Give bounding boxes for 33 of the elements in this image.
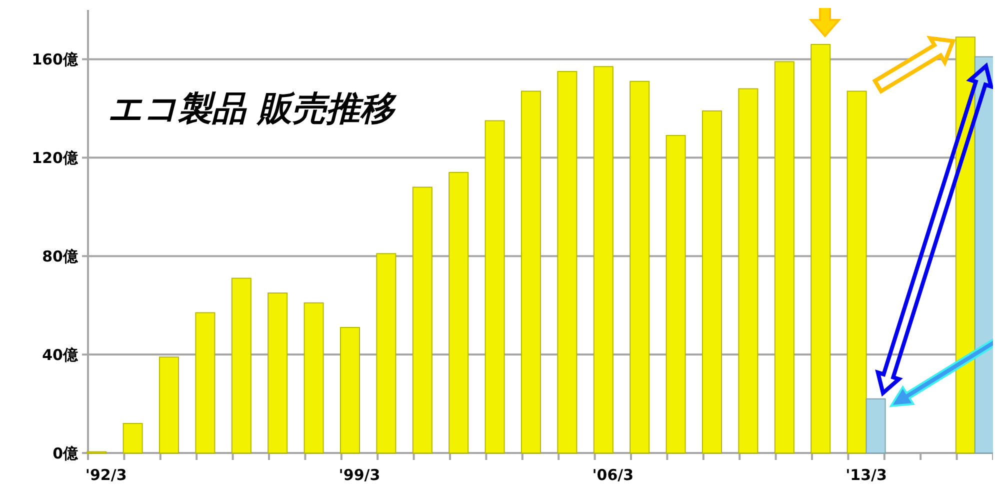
bar: [702, 110, 722, 454]
bar: [376, 253, 396, 454]
y-tick-label: 0億: [52, 444, 79, 462]
bar: [304, 302, 324, 454]
bar: [159, 356, 179, 454]
x-tick-label: '92/3: [85, 466, 127, 484]
bar: [738, 88, 758, 454]
bar: [484, 120, 505, 454]
y-tick-label: 160億: [32, 50, 79, 68]
bar: [195, 312, 216, 454]
x-tick-label: '99/3: [338, 466, 380, 484]
bar: [593, 66, 614, 454]
bar: [810, 44, 831, 454]
bar: [412, 186, 432, 454]
y-tick-label: 80億: [42, 247, 79, 266]
bar: [846, 90, 867, 454]
bar: [268, 292, 288, 454]
x-tick-label: '06/3: [592, 466, 634, 484]
bar: [774, 61, 794, 454]
bar: [448, 172, 469, 454]
bar: [340, 326, 360, 454]
y-tick-label: 120億: [32, 148, 79, 167]
bar: [866, 398, 886, 454]
bar: [521, 90, 541, 454]
bar: [557, 71, 578, 454]
bar: [122, 422, 143, 454]
text: エコ製品 販売推移: [108, 89, 397, 129]
bar: [630, 80, 650, 454]
bar: [974, 56, 993, 454]
y-tick-label: 40億: [42, 346, 79, 364]
x-tick-label: '13/3: [846, 466, 887, 484]
bar: [666, 135, 686, 454]
bar: [231, 278, 252, 454]
